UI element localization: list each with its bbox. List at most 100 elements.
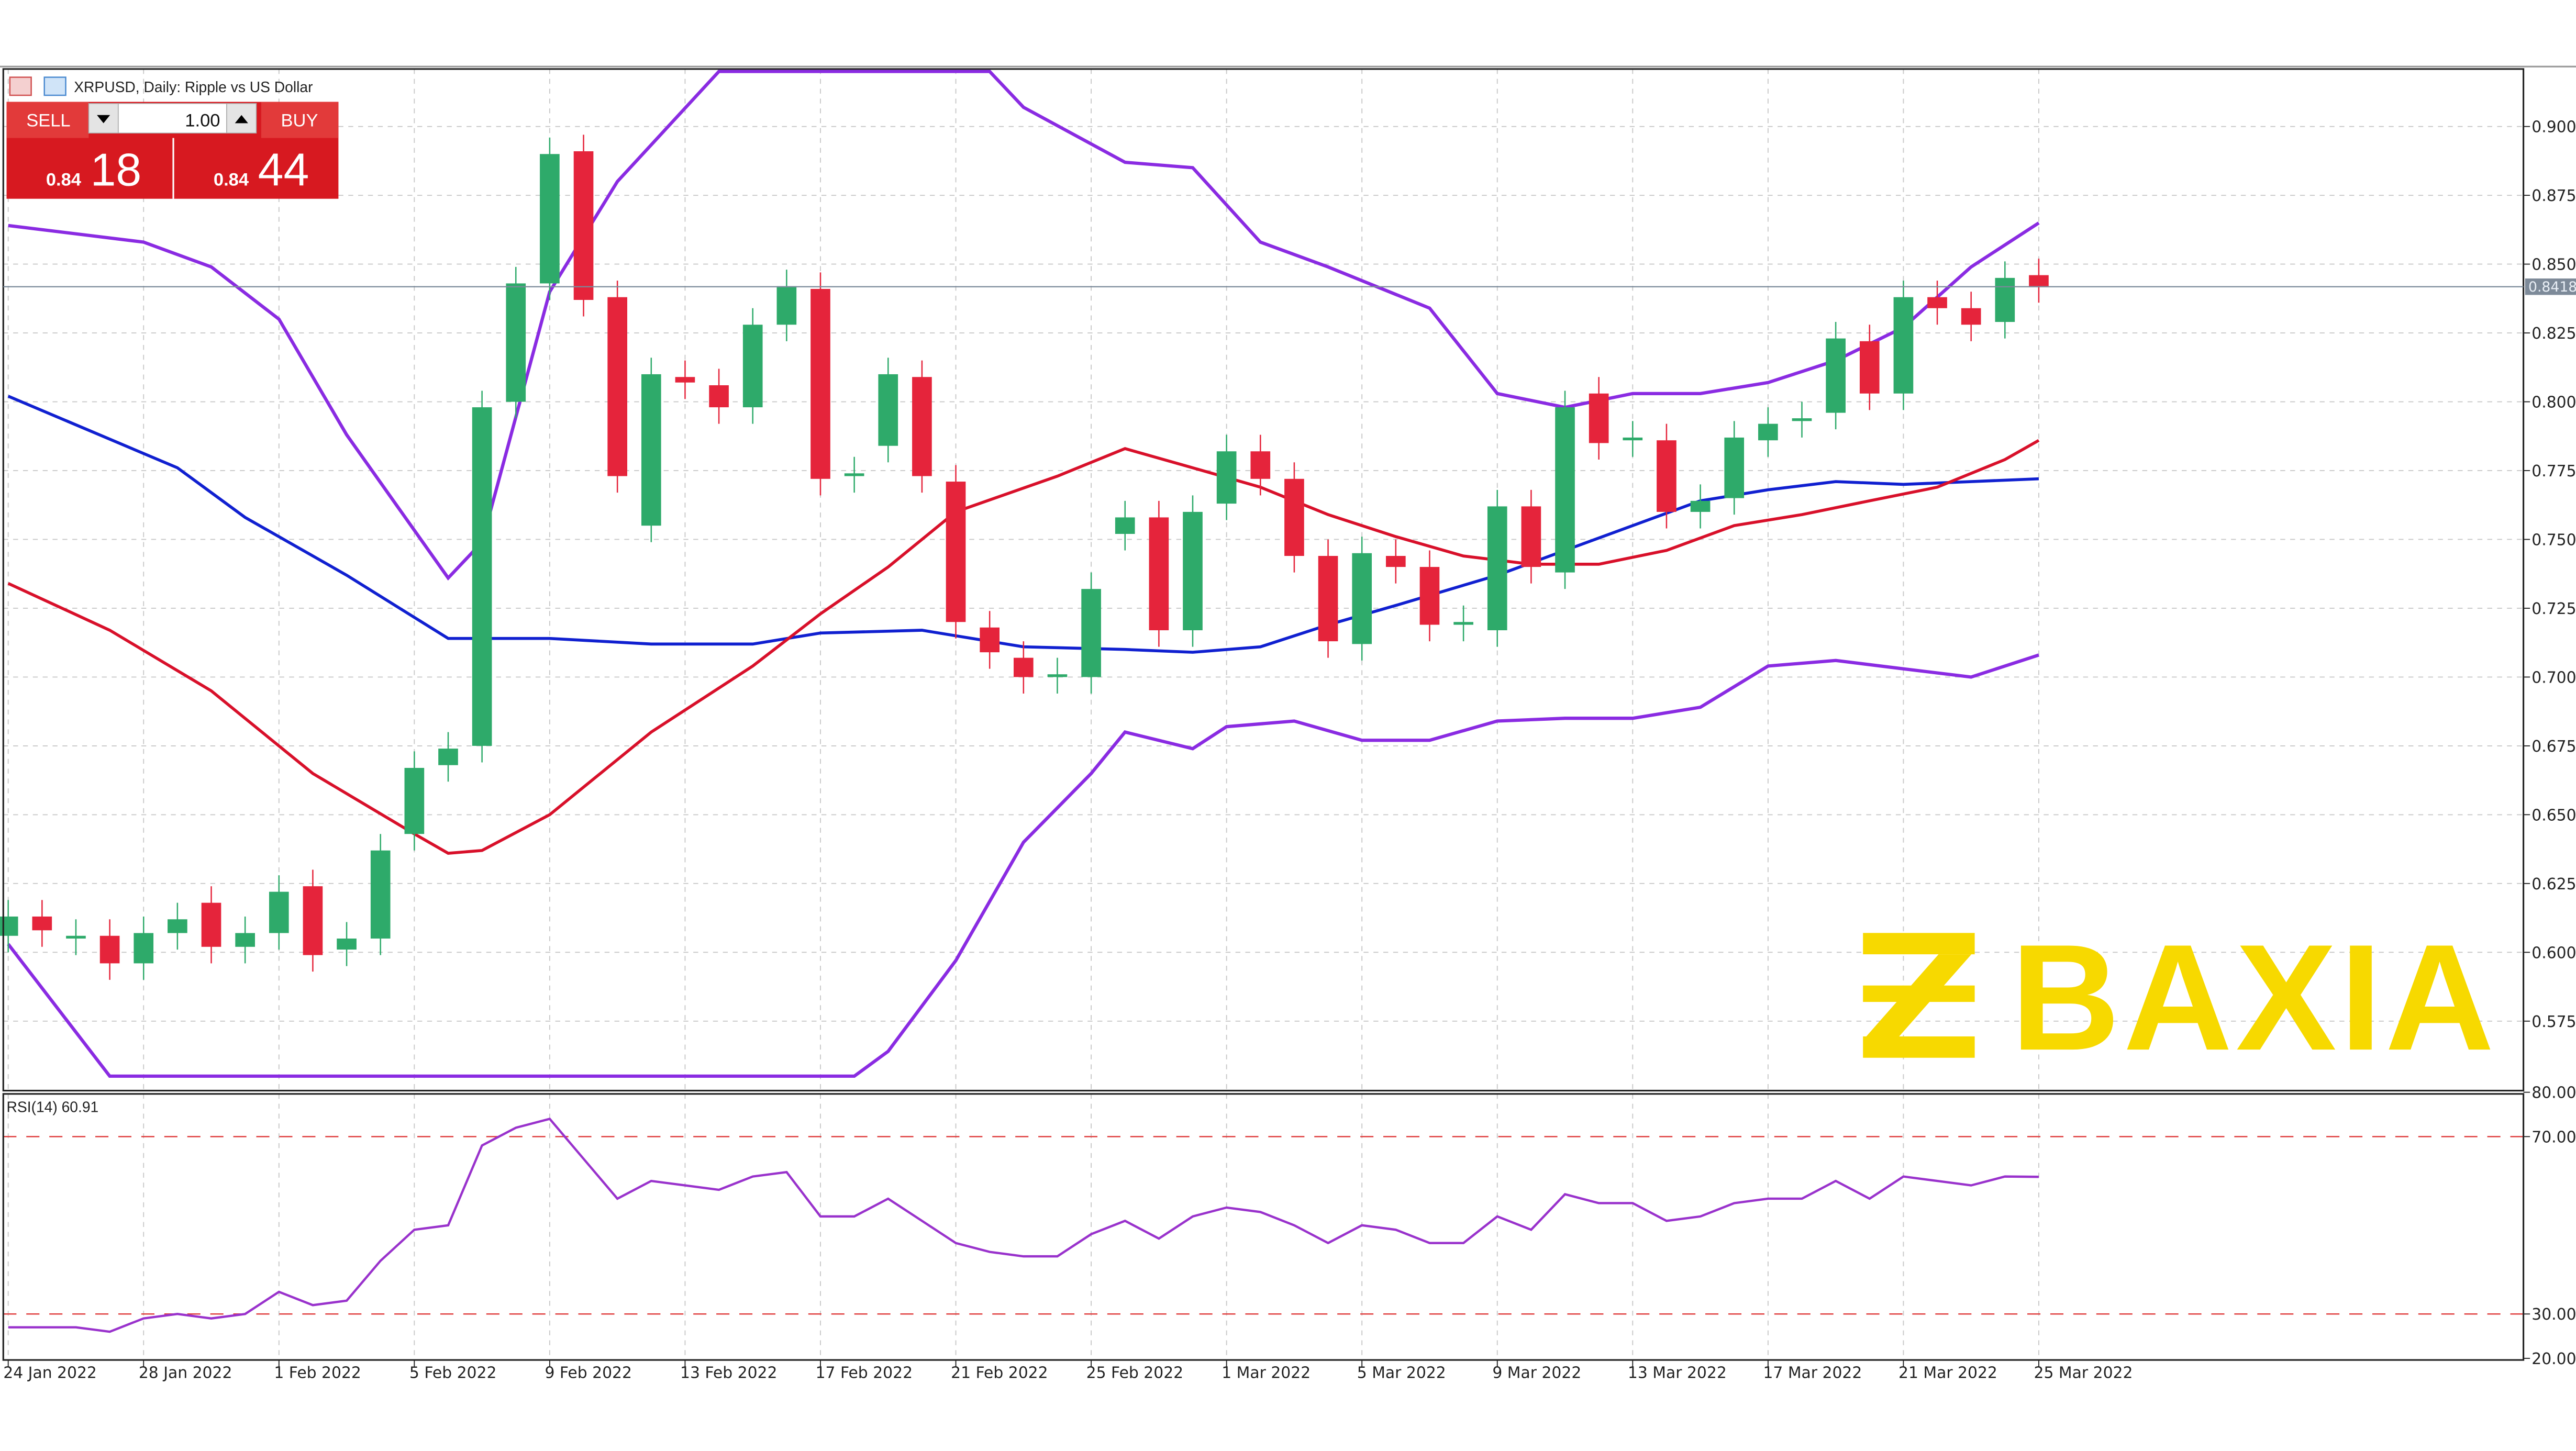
candle-bearish (1419, 567, 1440, 625)
bollinger-lower-line (7, 653, 2039, 1078)
x-tick-label: 9 Mar 2022 (1492, 1364, 1581, 1382)
candle-bearish (303, 886, 323, 955)
x-tick-label: 28 Jan 2022 (139, 1364, 232, 1382)
candle-bullish (1995, 277, 2015, 322)
candle-bullish (1047, 674, 1068, 677)
x-tick-label: 5 Feb 2022 (409, 1364, 497, 1382)
rsi-line (8, 1118, 2039, 1333)
x-tick-label: 1 Mar 2022 (1222, 1364, 1311, 1382)
candle-bullish (1487, 506, 1507, 631)
candle-bearish (1386, 556, 1406, 567)
indicator-overlays (7, 70, 2040, 1078)
buy-price[interactable]: 0.84 44 (214, 144, 309, 196)
ma-fast-line (7, 439, 2040, 855)
x-tick-label: 17 Feb 2022 (816, 1364, 913, 1382)
candle-bullish (1555, 407, 1575, 573)
candle-bearish (1657, 440, 1676, 512)
sell-price[interactable]: 0.84 18 (46, 144, 141, 196)
x-tick-label: 9 Feb 2022 (545, 1364, 632, 1382)
candle-bearish (201, 902, 221, 947)
rsi-label: RSI(14) 60.91 (7, 1098, 99, 1115)
rsi-y-tick-label: 70.00 (2531, 1128, 2576, 1146)
candle-bullish (269, 891, 289, 933)
baxia-logo-text: BAXIA (2011, 913, 2498, 1082)
arrow-up-icon (235, 115, 248, 124)
rsi-panel-frame (2, 1093, 2525, 1361)
ma-slow-line (7, 395, 2039, 654)
candle-bullish (1115, 517, 1135, 534)
candle-bullish (168, 919, 187, 933)
candle-bearish (1149, 517, 1169, 631)
candle-bearish (99, 935, 120, 964)
sell-button[interactable] (6, 102, 89, 138)
chart-header: XRPUSD, Daily: Ripple vs US Dollar (9, 76, 313, 96)
trade-panel: SELL BUY 1.00 0.84 18 0.84 44 (6, 102, 339, 199)
candle-bullish (844, 473, 864, 476)
candle-bullish (1352, 553, 1372, 644)
candle-bullish (66, 935, 86, 939)
candle-bearish (675, 377, 695, 383)
arrow-down-icon (97, 115, 110, 124)
rsi-y-tick-label: 80.00 (2531, 1084, 2576, 1102)
candle-bullish (1183, 511, 1203, 631)
candle-bullish (1081, 589, 1101, 677)
x-tick-label: 5 Mar 2022 (1357, 1364, 1446, 1382)
candle-bullish (472, 407, 492, 746)
candle-bullish (506, 283, 526, 402)
rsi-y-tick-label: 20.00 (2531, 1350, 2576, 1368)
x-tick-label: 1 Feb 2022 (274, 1364, 361, 1382)
candle-bullish (540, 154, 560, 284)
x-tick-label: 25 Mar 2022 (2034, 1364, 2133, 1382)
candle-bearish (2029, 275, 2049, 286)
candle-bullish (134, 933, 154, 964)
candle-bullish (1792, 418, 1812, 421)
buy-button[interactable] (261, 102, 339, 138)
depth-of-market-icon[interactable] (43, 76, 66, 96)
candle-bullish (370, 850, 391, 939)
x-tick-label: 21 Mar 2022 (1898, 1364, 1997, 1382)
candle-bearish (32, 916, 52, 931)
x-tick-label: 13 Feb 2022 (680, 1364, 777, 1382)
candle-bullish (742, 325, 763, 408)
candle-bearish (1318, 556, 1338, 642)
candle-bearish (912, 377, 932, 476)
candle-bearish (1013, 657, 1034, 677)
candle-bullish (1758, 423, 1778, 441)
candle-bullish (438, 749, 458, 765)
candle-bearish (607, 297, 627, 476)
candle-bullish (1453, 622, 1473, 625)
candle-bearish (1284, 478, 1304, 556)
lot-size-input[interactable] (118, 103, 227, 133)
x-tick-label: 24 Jan 2022 (3, 1364, 97, 1382)
candle-bullish (1623, 437, 1643, 441)
candle-bearish (810, 288, 830, 479)
one-click-trading-icon[interactable] (9, 76, 32, 96)
lot-size-value: 1.00 (185, 111, 220, 131)
candle-bullish (235, 933, 255, 947)
candle-bullish (878, 374, 898, 446)
candle-bearish (1859, 341, 1880, 394)
candle-bullish (1826, 338, 1846, 413)
candles (0, 135, 2049, 980)
candle-bullish (1690, 500, 1711, 512)
candle-bullish (1724, 437, 1745, 498)
candle-bullish (1893, 297, 1914, 394)
sell-price-prefix: 0.84 (46, 170, 81, 190)
candle-bearish (573, 151, 594, 300)
candle-bearish (1589, 393, 1609, 443)
candle-bearish (709, 385, 729, 408)
chart-title: XRPUSD, Daily: Ripple vs US Dollar (74, 79, 313, 95)
